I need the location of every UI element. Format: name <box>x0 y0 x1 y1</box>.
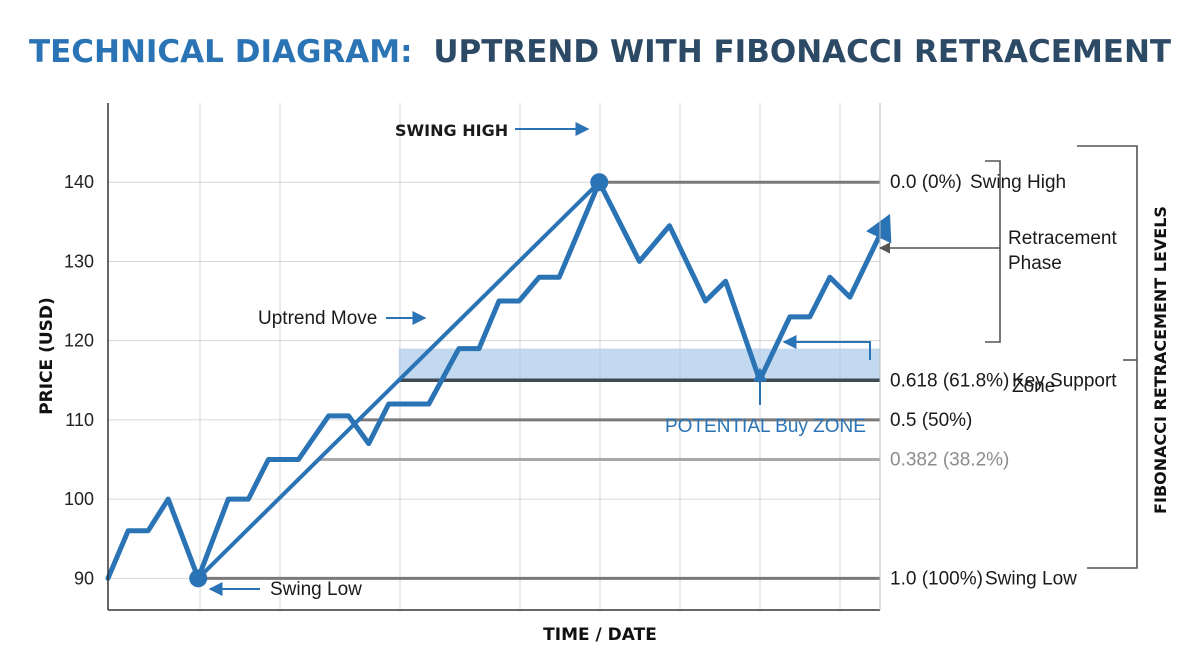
price-series-group <box>105 173 892 588</box>
buy-zone-arrow-side <box>782 335 871 360</box>
level-label-000: 0.0 (0%) <box>890 172 962 193</box>
y-tick-130: 130 <box>64 251 94 271</box>
buy-zone <box>398 348 880 381</box>
x-axis-label: TIME / DATE <box>543 625 657 645</box>
fib-levels-title: FIBONACCI RETRACEMENT LEVELS <box>1151 206 1170 514</box>
level-note-10: Swing Low <box>985 568 1077 589</box>
price-final-leg <box>847 234 882 300</box>
fib-level-lines <box>198 180 880 580</box>
level-label-0382: 0.382 (38.2%) <box>890 449 1009 470</box>
y-tick-labels: 90 100 110 120 130 140 <box>64 172 94 588</box>
y-tick-110: 110 <box>65 410 94 430</box>
retracement-label-2: Phase <box>1008 253 1062 274</box>
level-note-000: Swing High <box>970 172 1066 193</box>
title-part-2: UPTREND WITH FIBONACCI RETRACEMENT <box>433 34 1171 70</box>
key-support-zone-label: Zone <box>1012 376 1055 397</box>
level-note-0618: Key Support <box>1012 370 1117 391</box>
fib-level-labels: 0.0 (0%) Swing High 0.382 (38.2%) 0.5 (50%)… <box>890 172 1117 589</box>
chart-title: TECHNICAL DIAGRAM: UPTREND WITH FIBONACC… <box>29 34 1171 70</box>
retracement-label-1: Retracement <box>1008 228 1117 249</box>
title-part-1: TECHNICAL DIAGRAM: <box>29 34 413 70</box>
y-tick-120: 120 <box>64 331 94 351</box>
trendline-group <box>196 180 602 581</box>
uptrend-move-label: Uptrend Move <box>258 308 377 329</box>
price-arrowhead <box>866 213 892 244</box>
level-label-05: 0.5 (50%) <box>890 410 972 431</box>
swing-low-label: Swing Low <box>270 579 362 600</box>
swing-high-label: SWING HIGH <box>395 121 508 140</box>
retracement-bracket <box>985 160 1001 343</box>
swing-high-point <box>590 173 609 192</box>
y-tick-90: 90 <box>74 568 94 588</box>
buy-zone-rect <box>398 348 880 381</box>
buy-zone-label: POTENTIAL Buy ZONE <box>665 416 866 437</box>
axes <box>107 103 881 611</box>
y-tick-100: 100 <box>64 489 94 509</box>
swing-low-point <box>189 569 208 588</box>
level-label-0618: 0.618 (61.8%) <box>890 370 1009 391</box>
fib-levels-bracket <box>1077 145 1138 569</box>
price-line <box>105 179 853 581</box>
trendline <box>196 180 602 581</box>
y-tick-140: 140 <box>64 172 94 192</box>
y-axis-label: PRICE (USD) <box>37 297 57 415</box>
level-label-10: 1.0 (100%) <box>890 568 983 589</box>
